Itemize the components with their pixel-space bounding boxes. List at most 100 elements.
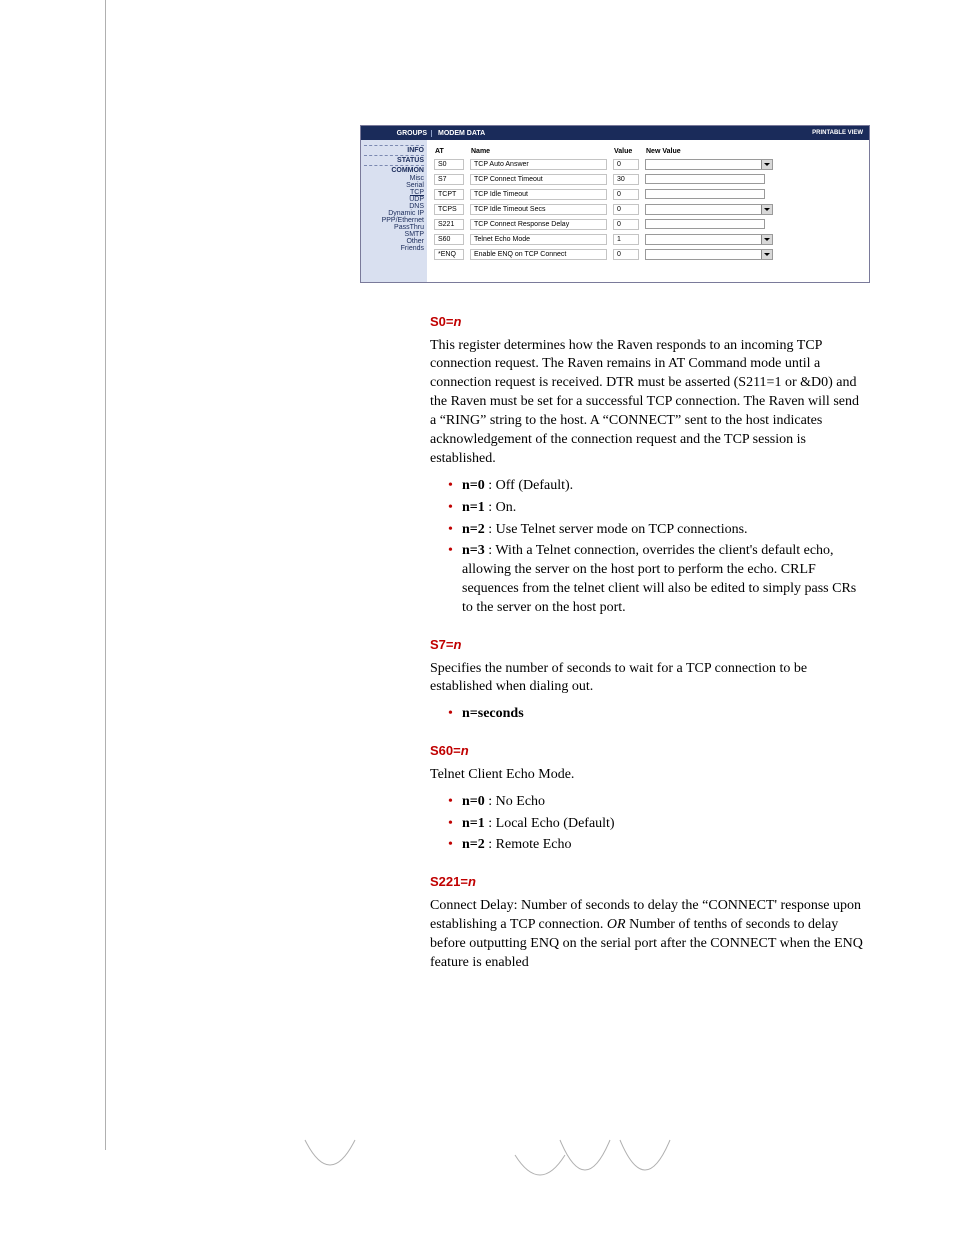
ss-side-info[interactable]: INFO (364, 147, 424, 154)
footer-curve-left (300, 1135, 360, 1195)
s60-item-1-b: n=1 (462, 816, 485, 831)
s7-body: Specifies the number of seconds to wait … (430, 660, 865, 698)
doc-body: S0=n This register determines how the Ra… (430, 313, 865, 972)
s0-item-2: n=2 : Use Telnet server mode on TCP conn… (448, 521, 865, 540)
hdr-s7: S7=n (430, 636, 865, 654)
hdr-s0: S0=n (430, 313, 865, 331)
ss-side-passthru[interactable]: PassThru (364, 224, 424, 231)
ss-row-2-name: TCP Idle Timeout (467, 187, 610, 202)
ss-row-2-at: TCPT (431, 187, 467, 202)
ss-side-status[interactable]: STATUS (364, 157, 424, 164)
ss-row-6-at: *ENQ (431, 247, 467, 262)
ss-row-5-value: 1 (610, 232, 642, 247)
ss-row-3: TCPSTCP Idle Timeout Secs0 (431, 202, 790, 217)
s0-item-2-rest: : Use Telnet server mode on TCP connecti… (485, 522, 748, 537)
hdr-s0-var: n (454, 314, 462, 329)
ss-row-1-at: S7 (431, 172, 467, 187)
ss-row-6-value: 0 (610, 247, 642, 262)
ss-row-1-name: TCP Connect Timeout (467, 172, 610, 187)
s60-item-0-rest: : No Echo (485, 794, 545, 809)
s0-list: n=0 : Off (Default). n=1 : On. n=2 : Use… (430, 477, 865, 618)
ss-main: AT Name Value New Value S0TCP Auto Answe… (427, 140, 869, 282)
s0-item-3-rest: : With a Telnet connection, overrides th… (462, 543, 856, 615)
page-left-rule (105, 0, 106, 1150)
ss-row-0: S0TCP Auto Answer0 (431, 157, 790, 172)
ss-sidebar: INFO STATUS COMMON Misc Serial TCP UDP D… (361, 140, 427, 282)
ss-row-5: S60Telnet Echo Mode1 (431, 232, 790, 247)
s60-item-0-b: n=0 (462, 794, 485, 809)
ss-side-other[interactable]: Other (364, 238, 424, 245)
ss-printable-view-link[interactable]: PRINTABLE VIEW (812, 130, 869, 136)
s60-item-2: n=2 : Remote Echo (448, 836, 865, 855)
s0-item-1-b: n=1 (462, 500, 485, 515)
s60-item-0: n=0 : No Echo (448, 793, 865, 812)
ss-row-2-value: 0 (610, 187, 642, 202)
ss-row-0-at: S0 (431, 157, 467, 172)
footer-curve-right (555, 1135, 675, 1205)
ss-side-friends[interactable]: Friends (364, 245, 424, 252)
s0-item-0-rest: : Off (Default). (485, 478, 573, 493)
s60-item-2-b: n=2 (462, 837, 485, 852)
ss-row-3-newvalue[interactable] (642, 202, 790, 217)
ss-row-5-newvalue[interactable] (642, 232, 790, 247)
ss-config-table: AT Name Value New Value S0TCP Auto Answe… (431, 146, 790, 262)
ss-table-header-row: AT Name Value New Value (431, 146, 790, 157)
ss-row-4-name: TCP Connect Response Delay (467, 217, 610, 232)
ss-row-4-at: S221 (431, 217, 467, 232)
ss-th-at: AT (431, 146, 467, 157)
ss-row-3-name: TCP Idle Timeout Secs (467, 202, 610, 217)
s0-item-2-b: n=2 (462, 522, 485, 537)
s0-item-3-b: n=3 (462, 543, 485, 558)
ss-side-common[interactable]: COMMON (364, 167, 424, 174)
ss-row-6-name: Enable ENQ on TCP Connect (467, 247, 610, 262)
s0-item-1-rest: : On. (485, 500, 517, 515)
hdr-s60: S60=n (430, 742, 865, 760)
ss-th-new: New Value (642, 146, 790, 157)
ss-row-0-name: TCP Auto Answer (467, 157, 610, 172)
s60-item-1-rest: : Local Echo (Default) (485, 816, 615, 831)
ss-row-6-newvalue[interactable] (642, 247, 790, 262)
s60-list: n=0 : No Echo n=1 : Local Echo (Default)… (430, 793, 865, 856)
s0-item-1: n=1 : On. (448, 499, 865, 518)
ss-row-0-value: 0 (610, 157, 642, 172)
s7-item-0: n=seconds (448, 705, 865, 724)
ss-row-4: S221TCP Connect Response Delay0 (431, 217, 790, 232)
s60-item-2-rest: : Remote Echo (485, 837, 572, 852)
s221-body: Connect Delay: Number of seconds to dela… (430, 897, 865, 973)
s0-body: This register determines how the Raven r… (430, 337, 865, 469)
ss-th-value: Value (610, 146, 642, 157)
ss-side-smtp[interactable]: SMTP (364, 231, 424, 238)
ss-side-ppp[interactable]: PPP/Ethernet (364, 217, 424, 224)
ss-side-misc[interactable]: Misc (364, 175, 424, 182)
ss-row-3-at: TCPS (431, 202, 467, 217)
hdr-s221-var: n (468, 874, 476, 889)
ss-row-4-newvalue[interactable] (642, 217, 790, 232)
ss-modem-data-label: MODEM DATA (431, 130, 812, 137)
s7-item-0-b: n=seconds (462, 706, 524, 721)
ss-side-dynamicip[interactable]: Dynamic IP (364, 210, 424, 217)
ss-row-2-newvalue[interactable] (642, 187, 790, 202)
ss-topbar: GROUPS MODEM DATA PRINTABLE VIEW (361, 126, 869, 140)
hdr-s7-prefix: S7= (430, 637, 454, 652)
ss-side-dns[interactable]: DNS (364, 203, 424, 210)
content-column: GROUPS MODEM DATA PRINTABLE VIEW INFO ST… (360, 125, 870, 980)
ss-row-2: TCPTTCP Idle Timeout0 (431, 187, 790, 202)
ss-row-1-newvalue[interactable] (642, 172, 790, 187)
ss-side-serial[interactable]: Serial (364, 182, 424, 189)
s7-list: n=seconds (430, 705, 865, 724)
s60-body: Telnet Client Echo Mode. (430, 766, 865, 785)
ss-row-5-name: Telnet Echo Mode (467, 232, 610, 247)
ss-row-6: *ENQEnable ENQ on TCP Connect0 (431, 247, 790, 262)
hdr-s0-prefix: S0= (430, 314, 454, 329)
ss-row-1-value: 30 (610, 172, 642, 187)
ss-row-1: S7TCP Connect Timeout30 (431, 172, 790, 187)
ss-row-3-value: 0 (610, 202, 642, 217)
s221-body-or: OR (607, 917, 626, 932)
ss-side-tcp[interactable]: TCP (364, 189, 424, 196)
ss-th-name: Name (467, 146, 610, 157)
hdr-s221: S221=n (430, 873, 865, 891)
ss-row-0-newvalue[interactable] (642, 157, 790, 172)
hdr-s60-var: n (461, 743, 469, 758)
s0-item-0: n=0 : Off (Default). (448, 477, 865, 496)
ss-side-udp[interactable]: UDP (364, 196, 424, 203)
